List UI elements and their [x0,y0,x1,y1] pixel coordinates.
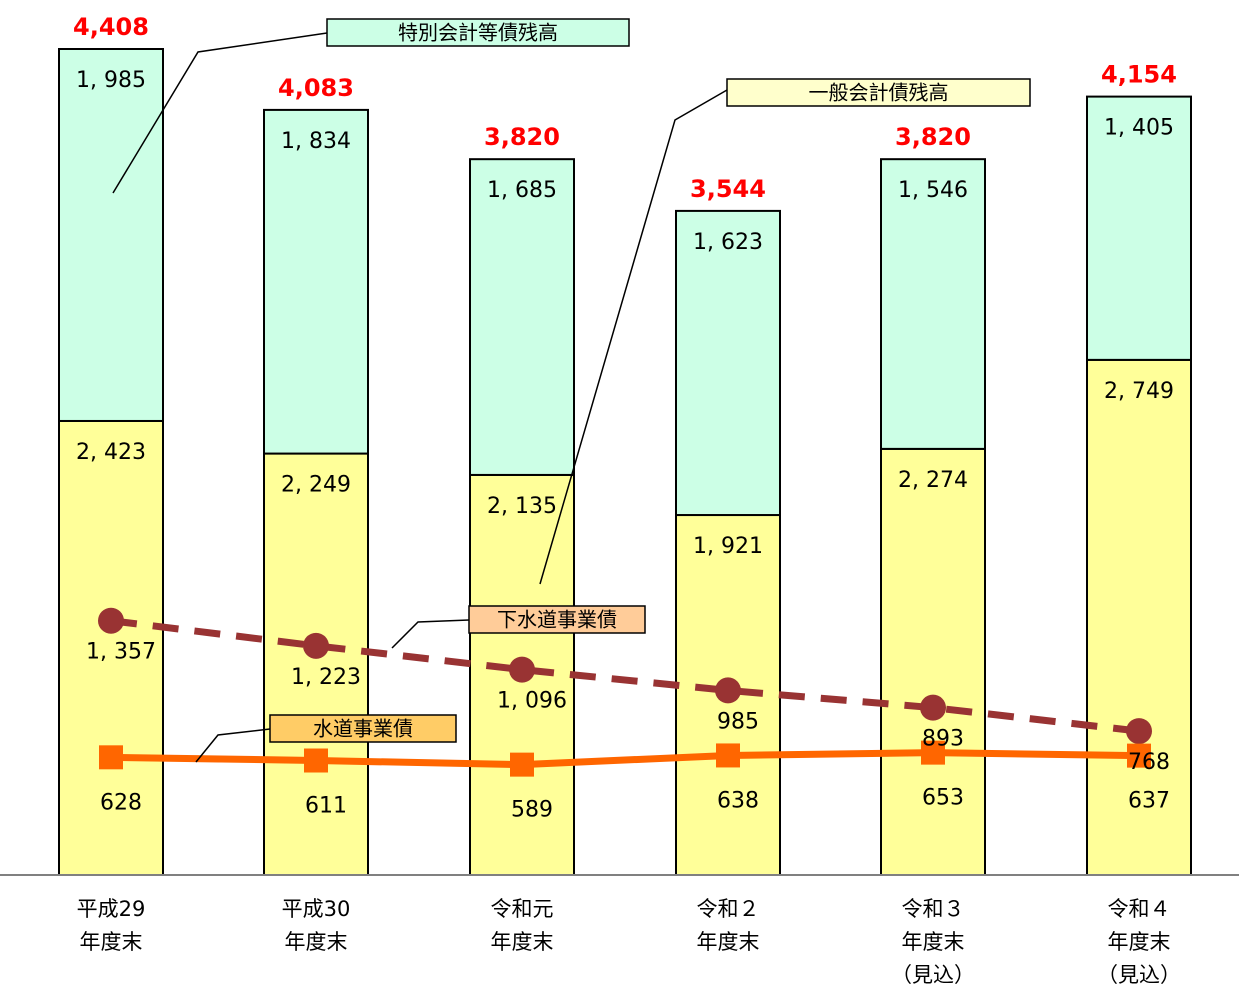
line-value-label: 985 [717,709,759,734]
x-tick-label: 令和２ [697,897,760,921]
x-tick-label: 年度末 [697,930,760,954]
x-tick-label: 平成30 [282,897,351,921]
line-value-label: 1, 223 [291,665,361,690]
bar-value-label: 2, 274 [898,468,968,493]
callout-special-account-text: 特別会計等債残高 [398,21,558,45]
total-label: 3,820 [484,123,560,151]
callout-water-bond-text: 水道事業債 [313,717,413,741]
callout-sewer-bond-leader [391,619,470,649]
callout-special-account-box [326,18,630,47]
x-tick-label: 年度末 [80,930,143,954]
callout-water-bond-box [269,714,457,743]
sewer-bond-marker [98,607,124,634]
sewer-bond-marker [920,694,946,721]
bar-value-label: 2, 135 [487,494,557,519]
total-label: 4,083 [278,74,354,102]
water-bond-marker [1127,743,1151,768]
bar-segment-general [58,419,164,876]
total-label: 3,544 [690,175,766,203]
x-tick-label: 平成29 [77,897,146,921]
bar-value-label: 1, 405 [1104,116,1174,141]
bar-segment-general [1086,358,1192,876]
line-value-label: 893 [922,727,964,752]
bar-value-label: 1, 685 [487,178,557,203]
bar-segment-special [58,48,164,422]
callout-special-account-leader [112,32,328,194]
bar-value-label: 1, 834 [281,129,351,154]
x-tick-label: 年度末 [285,930,348,954]
callout-water-bond-leader [195,728,271,763]
total-label: 4,154 [1101,61,1177,89]
line-value-label: 1, 096 [497,689,567,714]
water-bond-marker [921,740,945,765]
lines-layer [98,607,1152,777]
line-value-label: 768 [1128,750,1170,775]
line-value-label: 589 [511,798,553,823]
bar-segment-special [469,158,575,476]
sewer-bond-marker [303,632,329,659]
water-bond-line [110,749,1140,769]
bar-value-label: 1, 623 [693,230,763,255]
sewer-bond-marker [1126,718,1152,745]
water-bond-marker [99,745,123,770]
bar-value-label: 2, 749 [1104,379,1174,404]
water-bond-marker [304,748,328,773]
callout-general-account-text: 一般会計債残高 [809,81,949,105]
x-tick-label: 年度末 [1108,930,1171,954]
water-bond-marker [510,752,534,777]
sewer-bond-marker [509,656,535,683]
callout-sewer-bond-box [468,605,646,634]
bar-segment-special [675,209,781,517]
line-value-label: 611 [305,794,347,819]
line-value-label: 1, 357 [86,640,156,665]
sewer-bond-line [110,617,1140,735]
x-tick-label: 年度末 [902,930,965,954]
bar-value-label: 2, 249 [281,473,351,498]
x-tick-label: 令和元 [491,897,554,921]
bars-layer [58,48,1192,876]
line-value-label: 638 [717,788,759,813]
bar-value-label: 2, 423 [76,440,146,465]
labels-layer: 2, 423 1, 985 4,408 2, 249 1, 834 4,083 2, 135… [73,13,1177,823]
total-label: 4,408 [73,13,149,41]
bar-value-label: 1, 546 [898,178,968,203]
x-tick-label: 令和３ [902,897,965,921]
bar-segment-special [1086,95,1192,361]
water-bond-marker [716,743,740,768]
line-value-label: 637 [1128,789,1170,814]
bar-segment-general [880,447,986,876]
x-tick-label: 年度末 [491,930,554,954]
callout-sewer-bond-text: 下水道事業債 [497,608,617,632]
bar-value-label: 1, 985 [76,68,146,93]
bar-segment-special [880,158,986,450]
line-value-label: 653 [922,786,964,811]
sewer-bond-marker [715,677,741,704]
line-value-label: 628 [100,790,142,815]
x-tick-label: 令和４ [1108,897,1171,921]
callout-general-account-box [726,78,1031,107]
x-tick-label: （見込） [891,963,975,987]
callout-general-account-leader [539,89,728,585]
bar-segment-special [263,108,369,455]
total-label: 3,820 [895,123,971,151]
bar-value-label: 1, 921 [693,534,763,559]
x-tick-label: （見込） [1097,963,1181,987]
